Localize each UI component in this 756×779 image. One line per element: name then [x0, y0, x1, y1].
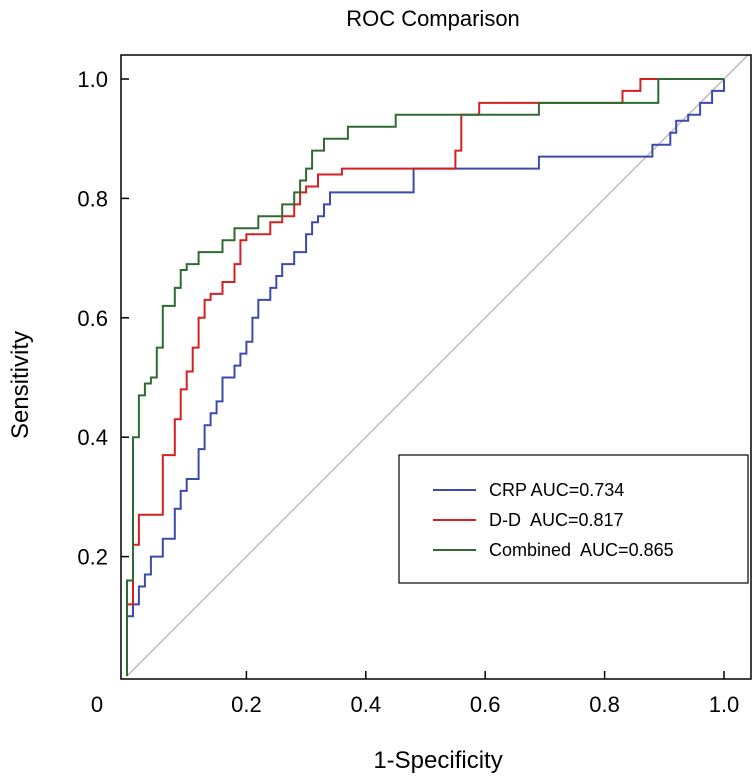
x-tick-label: 0.2 — [231, 692, 262, 717]
legend-label-combined: Combined AUC=0.865 — [489, 540, 674, 560]
roc-curve-crp — [126, 79, 725, 676]
legend-label-dd: D-D AUC=0.817 — [489, 510, 624, 530]
legend: CRP AUC=0.734 D-D AUC=0.817 Combined AUC… — [398, 454, 749, 584]
y-tick-label: 0.6 — [77, 306, 108, 331]
y-tick-label: 0.8 — [77, 186, 108, 211]
x-tick-label: 0.4 — [351, 692, 382, 717]
roc-curve-combined — [126, 78, 724, 676]
x-axis-label: 1-Specificity — [373, 747, 502, 774]
x-tick-label: 0 — [91, 692, 103, 717]
reference-diagonal — [126, 54, 749, 677]
y-tick-label: 1.0 — [77, 67, 108, 92]
legend-label-crp: CRP AUC=0.734 — [489, 480, 624, 500]
y-tick-label: 0.4 — [77, 425, 108, 450]
plot-frame — [120, 54, 752, 680]
series-layer — [126, 78, 725, 676]
reference-layer — [126, 54, 749, 677]
y-tick-label: 0.2 — [77, 545, 108, 570]
x-tick-label: 0.6 — [470, 692, 501, 717]
x-tick-label: 1.0 — [709, 692, 740, 717]
y-axis-label: Sensitivity — [7, 331, 34, 439]
ticks-layer: 0 0.2 0.4 0.6 0.8 1.0 0.2 0.4 0.6 0.8 1.0 — [77, 67, 739, 717]
x-tick-label: 0.8 — [589, 692, 620, 717]
chart-title: ROC Comparison — [346, 6, 520, 31]
roc-curve-dd — [126, 78, 724, 676]
